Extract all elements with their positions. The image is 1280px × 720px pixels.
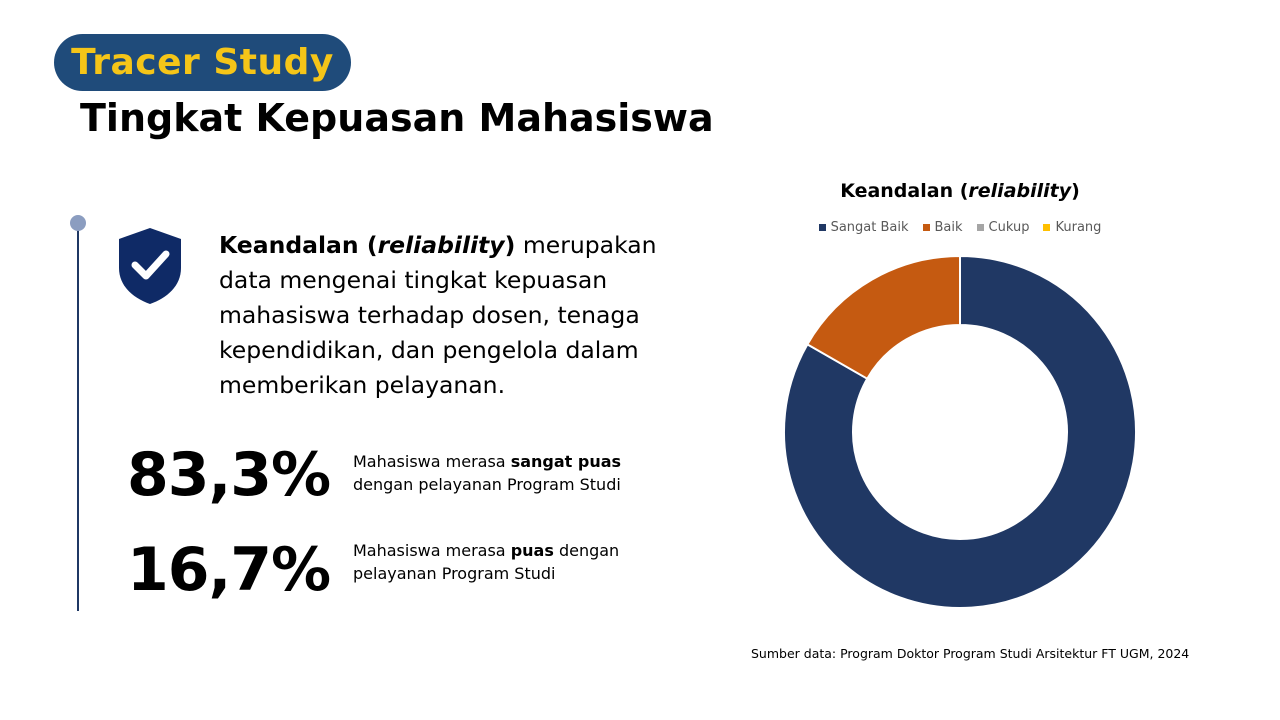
- legend-item-cukup: Cukup: [976, 220, 1030, 235]
- page-title: Tingkat Kepuasan Mahasiswa: [80, 96, 714, 140]
- desc-term-open: (: [358, 231, 378, 259]
- desc-term: Keandalan: [219, 231, 359, 259]
- reliability-description: Keandalan (reliability) merupakan data m…: [219, 228, 709, 403]
- stat-value-sangat-puas: 83,3%: [127, 440, 331, 510]
- chart-legend: Sangat Baik Baik Cukup Kurang: [760, 220, 1160, 235]
- desc-term-italic: reliability: [377, 231, 505, 259]
- desc-term-close: ): [504, 231, 516, 259]
- source-note: Sumber data: Program Doktor Program Stud…: [751, 646, 1190, 661]
- legend-label: Kurang: [1055, 220, 1102, 235]
- donut-slice-baik: [806, 254, 961, 381]
- tracer-study-badge: Tracer Study: [54, 34, 351, 91]
- legend-item-kurang: Kurang: [1043, 220, 1101, 235]
- donut-slice-sangat-baik: [783, 254, 1137, 609]
- legend-label: Sangat Baik: [830, 220, 909, 235]
- chart-title: Keandalan (reliability): [840, 180, 1080, 202]
- legend-item-sangat-baik: Sangat Baik: [818, 220, 909, 235]
- shield-check-icon: [119, 228, 181, 304]
- donut-chart: [783, 254, 1137, 609]
- badge-label: Tracer Study: [71, 42, 334, 83]
- timeline-line: [77, 228, 79, 611]
- stat-text-sangat-puas: Mahasiswa merasa sangat puas dengan pela…: [353, 452, 622, 494]
- desc-text: merupakan data mengenai tingkat kepuasan…: [219, 231, 657, 399]
- legend-swatch: [976, 224, 984, 231]
- stat-value-puas: 16,7%: [127, 535, 331, 605]
- legend-label: Baik: [934, 220, 963, 235]
- legend-swatch: [1043, 224, 1051, 231]
- legend-swatch: [922, 224, 930, 231]
- timeline-dot: [70, 215, 86, 231]
- stat-text-puas: Mahasiswa merasa puas dengan pelayanan P…: [353, 541, 620, 583]
- legend-item-baik: Baik: [922, 220, 963, 235]
- legend-swatch: [818, 224, 826, 231]
- legend-label: Cukup: [988, 220, 1030, 235]
